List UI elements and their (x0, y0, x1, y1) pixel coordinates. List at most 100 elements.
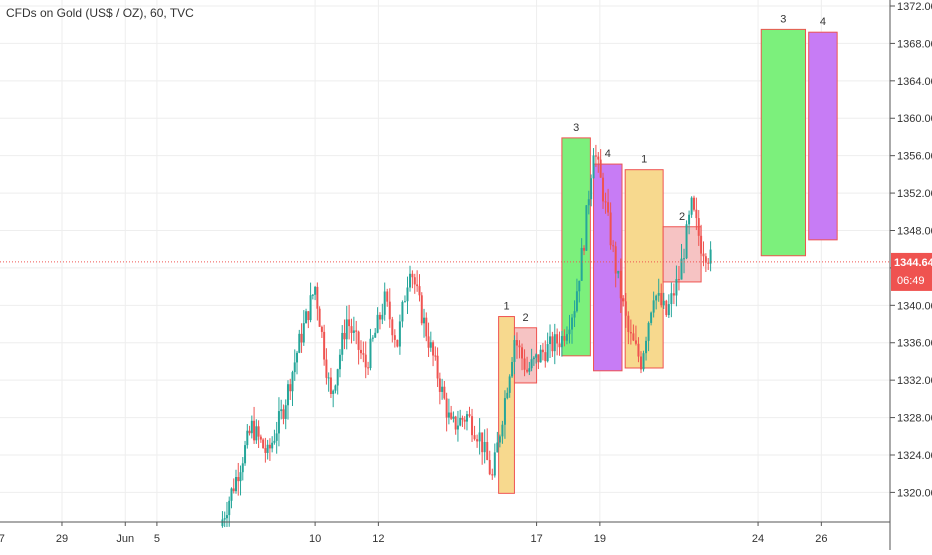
candle-body (560, 336, 563, 348)
candle-body (491, 474, 494, 476)
candle-body (293, 362, 296, 373)
candle-body (680, 258, 683, 280)
candle-body (235, 477, 237, 492)
candle-body (655, 295, 658, 301)
wave-box-label: 3 (780, 13, 786, 25)
wave-box-label: 4 (605, 148, 611, 160)
candle-body (700, 235, 703, 254)
candle-body (425, 317, 428, 337)
x-tick-label: 17 (530, 533, 542, 545)
candle-body (318, 308, 321, 327)
candle-body (478, 432, 481, 442)
candle-body (632, 333, 635, 341)
candle-body (403, 301, 406, 303)
x-tick-label: 10 (309, 533, 321, 545)
candle-body (471, 416, 474, 436)
candle-body (573, 311, 576, 318)
candle-body (248, 430, 251, 434)
candle-body (521, 347, 524, 359)
candle-body (528, 368, 531, 372)
candle-body (343, 332, 346, 340)
candle-body (599, 159, 602, 178)
candle-body (420, 295, 423, 324)
candle-body (378, 314, 381, 320)
candle-body (558, 343, 561, 348)
candle-body (452, 416, 455, 419)
candle-body (594, 155, 597, 157)
candle-body (359, 349, 362, 354)
candle-body (250, 420, 253, 434)
candle-body (607, 202, 610, 213)
candle-body (592, 155, 595, 179)
candle-body (602, 177, 605, 202)
candle-body (692, 197, 695, 210)
candle-body (230, 488, 233, 501)
candle-body (639, 356, 642, 370)
candle-body (473, 435, 476, 440)
candle-body (447, 412, 450, 418)
candle-body (286, 384, 289, 406)
candle-body (264, 448, 267, 453)
last-price-label: 1344.64 (894, 257, 932, 269)
candle-body (685, 224, 688, 259)
candle-body (357, 331, 360, 350)
candle-body (253, 420, 256, 441)
candle-body (259, 436, 262, 440)
candle-body (688, 214, 691, 225)
candle-body (262, 439, 265, 449)
candle-body (476, 439, 479, 442)
candle-body (675, 279, 678, 296)
candle-body (539, 349, 542, 363)
candle-body (667, 304, 670, 316)
candle-body (305, 311, 308, 324)
candle-body (619, 270, 622, 299)
candle-body (307, 311, 310, 321)
wave-box-7 (760, 28, 807, 257)
candle-body (604, 201, 607, 203)
candle-body (647, 322, 650, 341)
candle-body (325, 359, 328, 378)
candle-body (532, 357, 535, 360)
y-tick-label: 1328.00 (897, 413, 932, 425)
candle-body (486, 442, 489, 460)
candle-body (450, 412, 453, 419)
candle-body (311, 294, 314, 296)
candle-body (683, 258, 686, 260)
candle-body (496, 442, 499, 453)
candle-body (434, 355, 437, 357)
candle-body (345, 319, 348, 340)
candle-body (376, 314, 379, 333)
candle-body (568, 329, 571, 335)
wave-box-8 (808, 31, 838, 241)
candle-body (401, 301, 404, 322)
candle-body (355, 330, 358, 332)
y-tick-label: 1364.00 (897, 76, 932, 88)
candle-body (583, 247, 586, 251)
candle-body (660, 293, 663, 306)
candle-body (388, 301, 391, 320)
candle-body (590, 178, 593, 200)
candle-body (617, 270, 620, 274)
candle-body (498, 436, 501, 443)
candle-body (575, 291, 578, 312)
candle-body (239, 472, 242, 482)
x-tick-label: 19 (594, 533, 606, 545)
wave-box-2 (513, 327, 538, 384)
candle-body (690, 197, 693, 215)
candle-body (271, 442, 274, 449)
candle-body (702, 253, 705, 257)
candle-body (506, 392, 509, 399)
candle-body (515, 340, 518, 346)
candle-body (526, 369, 529, 372)
candle-body (255, 426, 258, 441)
candle-body (334, 385, 337, 391)
candle-body (374, 332, 377, 338)
candle-body (709, 249, 712, 264)
x-tick-label: 26 (815, 533, 827, 545)
countdown-label: 06:49 (897, 275, 925, 287)
candle-body (695, 209, 698, 219)
candle-body (518, 345, 521, 348)
y-tick-label: 1352.00 (897, 188, 932, 200)
candle-body (350, 326, 353, 333)
candle-body (418, 286, 421, 296)
